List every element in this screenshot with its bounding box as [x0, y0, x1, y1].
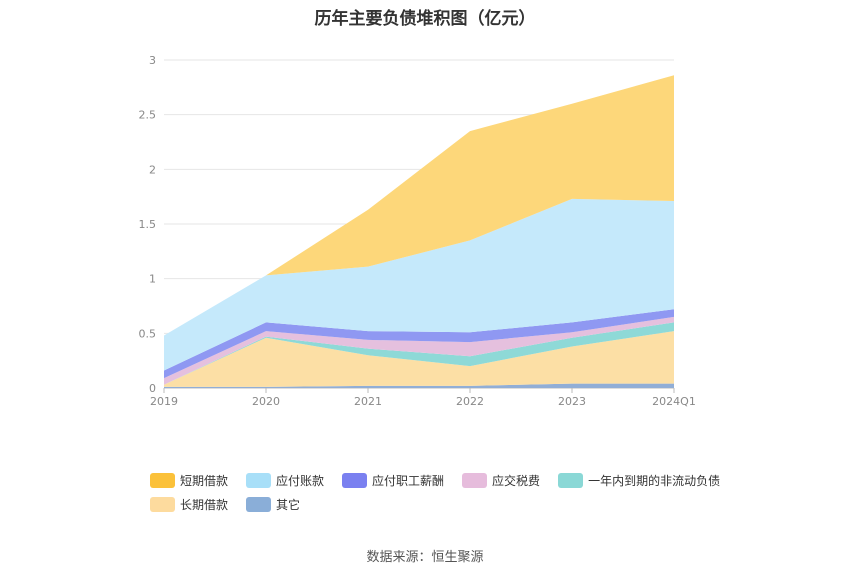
legend-label: 短期借款 — [180, 473, 229, 488]
legend-item[interactable]: 长期借款 — [150, 496, 228, 512]
legend-label: 其它 — [276, 497, 301, 512]
legend-swatch — [246, 496, 272, 512]
legend-item[interactable]: 其它 — [246, 496, 300, 512]
x-tick-label: 2020 — [252, 395, 280, 408]
axis-layer: 0 0.5 1 1.5 2 2.5 3 2019 2020 2021 2022 2023 2024Q1 — [139, 54, 696, 408]
x-tick-label: 2024Q1 — [652, 395, 696, 408]
area-series-2 — [164, 322, 674, 385]
legend-label: 应付账款 — [276, 473, 325, 488]
area-layer — [164, 75, 674, 388]
area-series-6 — [164, 75, 674, 336]
stacked-area-chart: 0 0.5 1 1.5 2 2.5 3 2019 2020 2021 2022 2023 2024Q1 — [139, 54, 696, 408]
y-tick-label: 2.5 — [139, 109, 157, 122]
legend-swatch — [558, 472, 584, 488]
legend-item[interactable]: 短期借款 — [150, 472, 228, 488]
legend: 短期借款 应付账款 应付职工薪酬 应交税费 一年内到期的非流动负债长期借款 其它 — [150, 472, 750, 512]
x-tick-label: 2021 — [354, 395, 382, 408]
chart-title: 历年主要负债堆积图（亿元） — [314, 9, 536, 29]
y-tick-label: 0 — [149, 382, 156, 395]
y-tick-label: 1 — [149, 273, 156, 286]
area-series-5 — [164, 198, 674, 371]
legend-item[interactable]: 应付账款 — [246, 472, 324, 488]
legend-swatch — [150, 496, 175, 512]
legend-item[interactable]: 一年内到期的非流动负债 — [558, 472, 720, 488]
legend-label: 一年内到期的非流动负债 — [588, 473, 721, 488]
area-series-1 — [164, 331, 674, 387]
legend-item[interactable]: 应交税费 — [462, 472, 540, 488]
legend-label: 应付职工薪酬 — [372, 473, 445, 488]
legend-label: 长期借款 — [180, 497, 229, 512]
source-note: 数据来源：恒生聚源 — [366, 550, 484, 565]
y-tick-label: 0.5 — [139, 327, 157, 340]
x-tick-label: 2023 — [558, 395, 586, 408]
legend-swatch — [150, 472, 175, 488]
area-series-0 — [164, 383, 674, 388]
legend-swatch — [462, 472, 488, 488]
x-tick-label: 2022 — [456, 395, 484, 408]
y-tick-label: 1.5 — [139, 218, 157, 231]
legend-item[interactable]: 应付职工薪酬 — [342, 472, 444, 488]
y-tick-label: 3 — [149, 54, 156, 67]
legend-swatch — [246, 472, 272, 488]
x-tick-label: 2019 — [150, 395, 178, 408]
y-tick-label: 2 — [149, 163, 156, 176]
legend-swatch — [342, 472, 368, 488]
area-series-4 — [164, 309, 674, 379]
legend-label: 应交税费 — [492, 473, 541, 488]
area-series-3 — [164, 316, 674, 385]
